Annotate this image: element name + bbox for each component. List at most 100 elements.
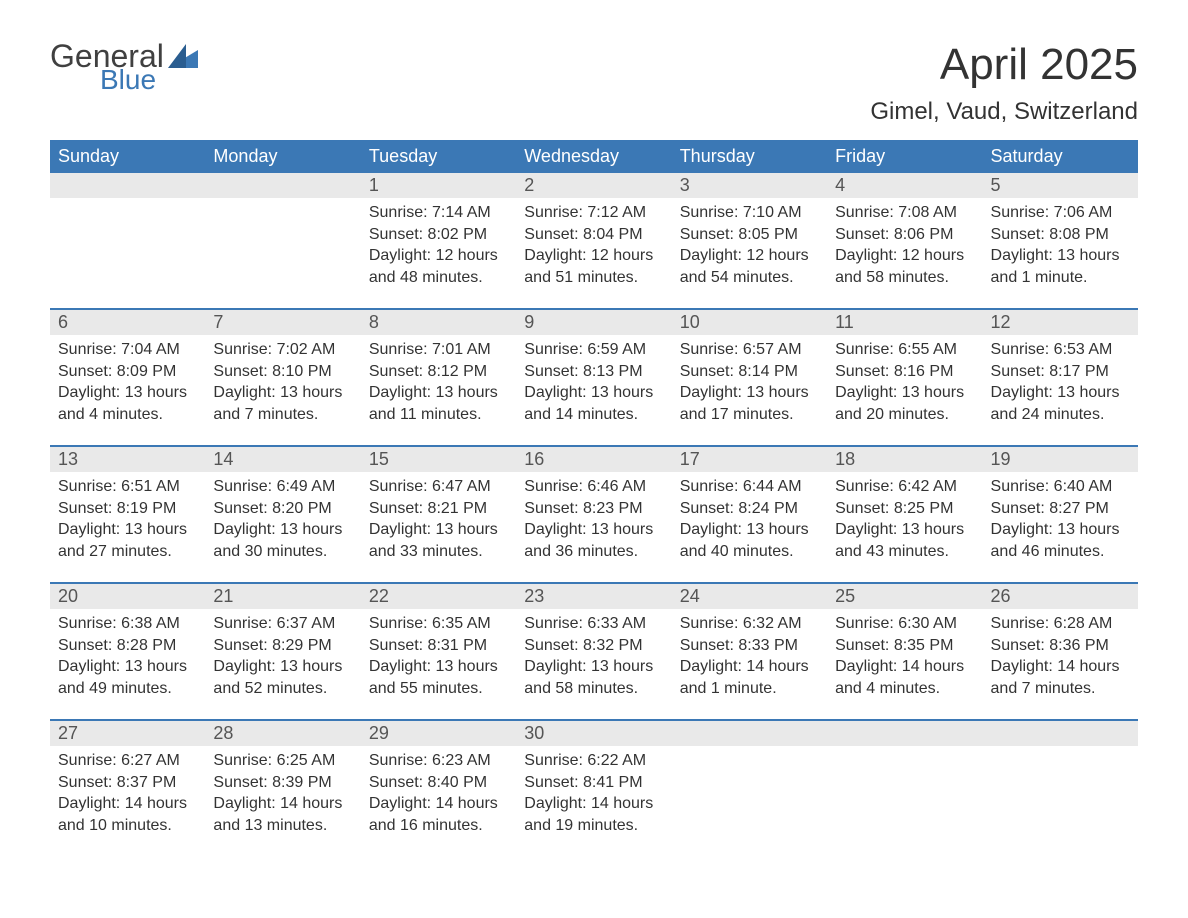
- day-cell: Sunrise: 7:06 AMSunset: 8:08 PMDaylight:…: [983, 198, 1138, 294]
- daylight-text: and 30 minutes.: [213, 541, 352, 563]
- daylight-text: and 46 minutes.: [991, 541, 1130, 563]
- daylight-text: Daylight: 13 hours: [369, 519, 508, 541]
- daylight-text: and 49 minutes.: [58, 678, 197, 700]
- day-cell: [672, 746, 827, 842]
- daylight-text: and 27 minutes.: [58, 541, 197, 563]
- location-text: Gimel, Vaud, Switzerland: [870, 98, 1138, 126]
- sunset-text: Sunset: 8:40 PM: [369, 772, 508, 794]
- sunrise-text: Sunrise: 6:22 AM: [524, 750, 663, 772]
- day-cell: Sunrise: 7:02 AMSunset: 8:10 PMDaylight:…: [205, 335, 360, 431]
- daylight-text: and 55 minutes.: [369, 678, 508, 700]
- sunset-text: Sunset: 8:21 PM: [369, 498, 508, 520]
- daylight-text: Daylight: 13 hours: [213, 382, 352, 404]
- day-number: 26: [983, 584, 1138, 609]
- daylight-text: Daylight: 13 hours: [58, 519, 197, 541]
- daylight-text: and 16 minutes.: [369, 815, 508, 837]
- daylight-text: and 43 minutes.: [835, 541, 974, 563]
- sunset-text: Sunset: 8:39 PM: [213, 772, 352, 794]
- day-number-band: 12345: [50, 173, 1138, 198]
- daylight-text: Daylight: 12 hours: [680, 245, 819, 267]
- daylight-text: and 1 minute.: [680, 678, 819, 700]
- daylight-text: Daylight: 13 hours: [58, 382, 197, 404]
- weekday-label: Friday: [827, 140, 982, 173]
- weekday-label: Monday: [205, 140, 360, 173]
- sunrise-text: Sunrise: 7:14 AM: [369, 202, 508, 224]
- daylight-text: and 24 minutes.: [991, 404, 1130, 426]
- daylight-text: and 7 minutes.: [991, 678, 1130, 700]
- day-number: 14: [205, 447, 360, 472]
- sunset-text: Sunset: 8:09 PM: [58, 361, 197, 383]
- day-cell: Sunrise: 6:33 AMSunset: 8:32 PMDaylight:…: [516, 609, 671, 705]
- sunset-text: Sunset: 8:37 PM: [58, 772, 197, 794]
- weekday-label: Thursday: [672, 140, 827, 173]
- sunset-text: Sunset: 8:33 PM: [680, 635, 819, 657]
- sunset-text: Sunset: 8:14 PM: [680, 361, 819, 383]
- day-cell: Sunrise: 6:37 AMSunset: 8:29 PMDaylight:…: [205, 609, 360, 705]
- day-cell: Sunrise: 6:53 AMSunset: 8:17 PMDaylight:…: [983, 335, 1138, 431]
- sunset-text: Sunset: 8:41 PM: [524, 772, 663, 794]
- sunset-text: Sunset: 8:06 PM: [835, 224, 974, 246]
- sunrise-text: Sunrise: 6:38 AM: [58, 613, 197, 635]
- day-cell: [205, 198, 360, 294]
- day-cell: Sunrise: 6:55 AMSunset: 8:16 PMDaylight:…: [827, 335, 982, 431]
- daylight-text: and 11 minutes.: [369, 404, 508, 426]
- sunrise-text: Sunrise: 6:53 AM: [991, 339, 1130, 361]
- sunset-text: Sunset: 8:36 PM: [991, 635, 1130, 657]
- day-cell: [983, 746, 1138, 842]
- week-details-row: Sunrise: 7:14 AMSunset: 8:02 PM Daylight:…: [50, 198, 1138, 294]
- sunrise-text: Sunrise: 7:06 AM: [991, 202, 1130, 224]
- day-number: 7: [205, 310, 360, 335]
- day-number-band: 27282930: [50, 721, 1138, 746]
- day-number: 11: [827, 310, 982, 335]
- daylight-text: Daylight: 14 hours: [524, 793, 663, 815]
- daylight-text: Daylight: 13 hours: [835, 519, 974, 541]
- sunset-text: Sunset: 8:19 PM: [58, 498, 197, 520]
- day-number: 21: [205, 584, 360, 609]
- daylight-text: Daylight: 13 hours: [680, 519, 819, 541]
- daylight-text: Daylight: 12 hours: [835, 245, 974, 267]
- daylight-text: Daylight: 14 hours: [680, 656, 819, 678]
- day-cell: Sunrise: 6:40 AMSunset: 8:27 PMDaylight:…: [983, 472, 1138, 568]
- sunrise-text: Sunrise: 6:55 AM: [835, 339, 974, 361]
- sunrise-text: Sunrise: 6:59 AM: [524, 339, 663, 361]
- daylight-text: and 36 minutes.: [524, 541, 663, 563]
- sunset-text: Sunset: 8:27 PM: [991, 498, 1130, 520]
- weekday-label: Tuesday: [361, 140, 516, 173]
- logo: General Blue: [50, 40, 198, 94]
- daylight-text: Daylight: 13 hours: [524, 656, 663, 678]
- day-number: 24: [672, 584, 827, 609]
- sunrise-text: Sunrise: 6:57 AM: [680, 339, 819, 361]
- day-number: 2: [516, 173, 671, 198]
- day-number: 15: [361, 447, 516, 472]
- sunset-text: Sunset: 8:23 PM: [524, 498, 663, 520]
- sunset-text: Sunset: 8:02 PM: [369, 224, 508, 246]
- daylight-text: Daylight: 13 hours: [991, 382, 1130, 404]
- sunrise-text: Sunrise: 6:37 AM: [213, 613, 352, 635]
- sunset-text: Sunset: 8:31 PM: [369, 635, 508, 657]
- week-details-row: Sunrise: 6:38 AMSunset: 8:28 PMDaylight:…: [50, 609, 1138, 705]
- daylight-text: Daylight: 13 hours: [58, 656, 197, 678]
- daylight-text: and 54 minutes.: [680, 267, 819, 289]
- daylight-text: and 20 minutes.: [835, 404, 974, 426]
- daylight-text: Daylight: 13 hours: [369, 382, 508, 404]
- day-cell: Sunrise: 6:32 AMSunset: 8:33 PMDaylight:…: [672, 609, 827, 705]
- day-cell: Sunrise: 6:51 AMSunset: 8:19 PMDaylight:…: [50, 472, 205, 568]
- day-number-band: 20212223242526: [50, 584, 1138, 609]
- sunset-text: Sunset: 8:16 PM: [835, 361, 974, 383]
- sunset-text: Sunset: 8:12 PM: [369, 361, 508, 383]
- header: General Blue April 2025 Gimel, Vaud, Swi…: [50, 40, 1138, 126]
- sunrise-text: Sunrise: 6:47 AM: [369, 476, 508, 498]
- sunset-text: Sunset: 8:29 PM: [213, 635, 352, 657]
- daylight-text: Daylight: 14 hours: [213, 793, 352, 815]
- sunrise-text: Sunrise: 6:51 AM: [58, 476, 197, 498]
- sunset-text: Sunset: 8:05 PM: [680, 224, 819, 246]
- day-number: 18: [827, 447, 982, 472]
- sunrise-text: Sunrise: 6:23 AM: [369, 750, 508, 772]
- day-number: 3: [672, 173, 827, 198]
- sunrise-text: Sunrise: 6:32 AM: [680, 613, 819, 635]
- sunrise-text: Sunrise: 6:44 AM: [680, 476, 819, 498]
- day-number: 1: [361, 173, 516, 198]
- sunset-text: Sunset: 8:24 PM: [680, 498, 819, 520]
- flag-icon: [168, 44, 198, 72]
- daylight-text: and 51 minutes.: [524, 267, 663, 289]
